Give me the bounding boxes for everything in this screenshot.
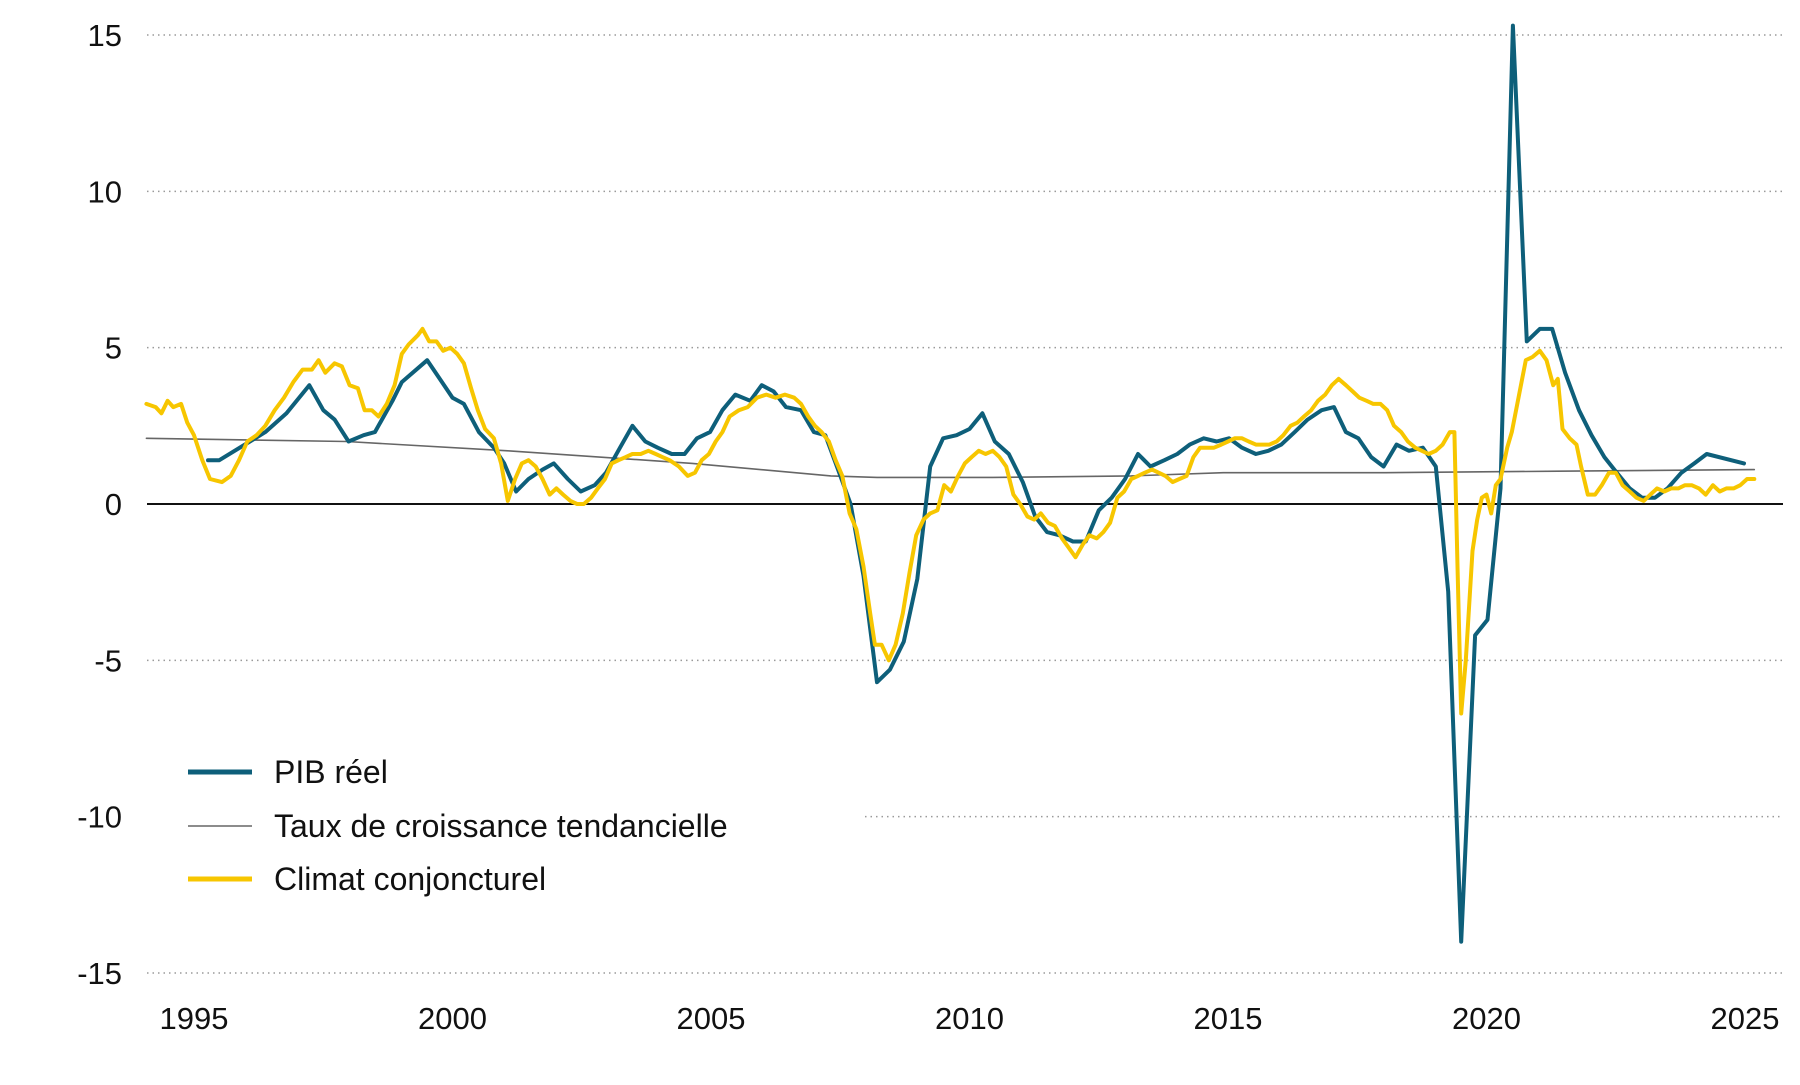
y-tick-label: 0 (105, 487, 122, 522)
x-tick-label: 1995 (160, 1001, 229, 1036)
legend-item-climat[interactable]: Climat conjoncturel (188, 861, 546, 897)
series-line-tendance (145, 437, 1756, 479)
y-axis-tick-labels: 15 10 5 0 -5 -10 -15 (77, 18, 122, 991)
series-lines (144, 23, 1757, 944)
y-tick-label: -15 (77, 956, 122, 991)
y-tick-label: 10 (88, 174, 122, 209)
gridlines (147, 34, 1783, 974)
legend-label-pib-reel: PIB réel (274, 754, 388, 790)
legend-item-tendance[interactable]: Taux de croissance tendancielle (188, 808, 728, 844)
legend-label-tendance: Taux de croissance tendancielle (274, 808, 728, 844)
series-line-climat (144, 326, 1757, 716)
y-tick-label: -5 (94, 643, 122, 678)
x-axis-tick-labels: 1995 2000 2005 2010 2015 2020 2025 (160, 1001, 1780, 1036)
y-tick-label: -10 (77, 800, 122, 835)
legend-item-pib-reel[interactable]: PIB réel (188, 754, 388, 790)
x-tick-label: 2000 (418, 1001, 487, 1036)
y-tick-label: 15 (88, 18, 122, 53)
legend: PIB réel Taux de croissance tendancielle… (188, 754, 728, 897)
x-tick-label: 2025 (1711, 1001, 1780, 1036)
legend-label-climat: Climat conjoncturel (274, 861, 546, 897)
x-tick-label: 2020 (1452, 1001, 1521, 1036)
x-tick-label: 2015 (1194, 1001, 1263, 1036)
series-line-pib-reel (206, 23, 1746, 944)
x-tick-label: 2010 (935, 1001, 1004, 1036)
x-tick-label: 2005 (677, 1001, 746, 1036)
y-tick-label: 5 (105, 331, 122, 366)
